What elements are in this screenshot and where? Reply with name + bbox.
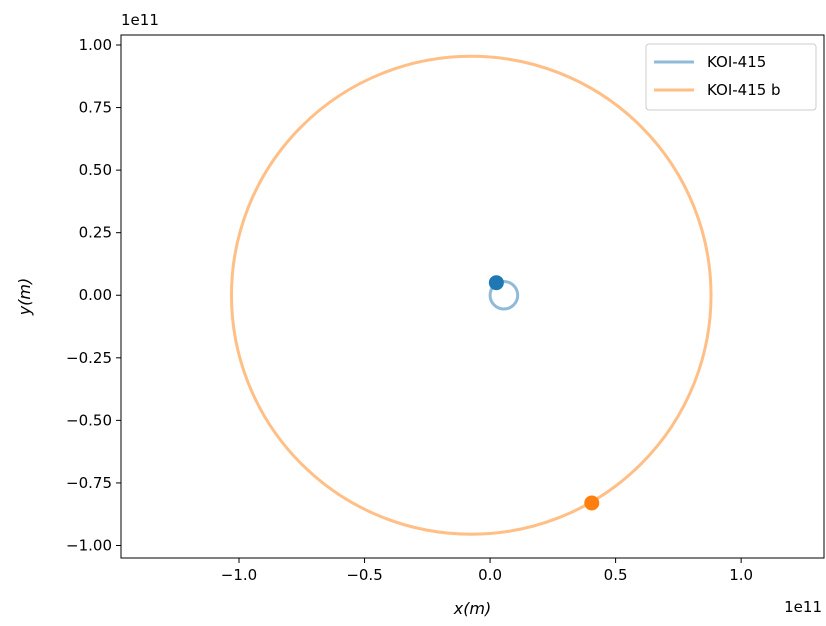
y-axis-label: y(m) — [15, 278, 34, 317]
koi-415-legend-label: KOI-415 — [707, 53, 766, 71]
y-tick-label: 1.00 — [79, 36, 112, 54]
koi-415-position-marker — [488, 275, 504, 291]
y-tick-label: 0.50 — [79, 161, 112, 179]
y-tick-label: −0.75 — [66, 474, 112, 492]
y-offset-label: 1e11 — [121, 11, 159, 29]
x-tick-label: 1.0 — [729, 566, 753, 584]
y-tick-label: −1.00 — [66, 536, 112, 554]
x-tick-label: −1.0 — [221, 566, 257, 584]
x-axis-ticks: −1.0 −0.5 0.0 0.5 1.0 — [221, 558, 753, 584]
axes-frame — [120, 34, 825, 559]
x-tick-label: −0.5 — [346, 566, 382, 584]
x-offset-label: 1e11 — [784, 598, 822, 616]
x-axis-label: x(m) — [453, 599, 492, 618]
legend: KOI-415 KOI-415 b — [645, 43, 817, 111]
y-tick-label: −0.25 — [66, 349, 112, 367]
koi-415-b-legend-label: KOI-415 b — [707, 81, 781, 99]
plot-area — [229, 54, 713, 536]
y-tick-label: 0.75 — [79, 99, 112, 117]
koi-415-b-position-marker — [584, 495, 600, 511]
y-tick-label: 0.00 — [79, 286, 112, 304]
koi-415-b-orbit-line — [229, 54, 713, 536]
y-tick-label: 0.25 — [79, 224, 112, 242]
x-tick-label: 0.0 — [478, 566, 502, 584]
y-axis-ticks: 1.00 0.75 0.50 0.25 0.00 −0.25 −0.50 −0.75 −1.00 — [66, 36, 121, 554]
x-tick-label: 0.5 — [604, 566, 628, 584]
koi-415-orbit-line — [488, 279, 520, 311]
y-tick-label: −0.50 — [66, 411, 112, 429]
